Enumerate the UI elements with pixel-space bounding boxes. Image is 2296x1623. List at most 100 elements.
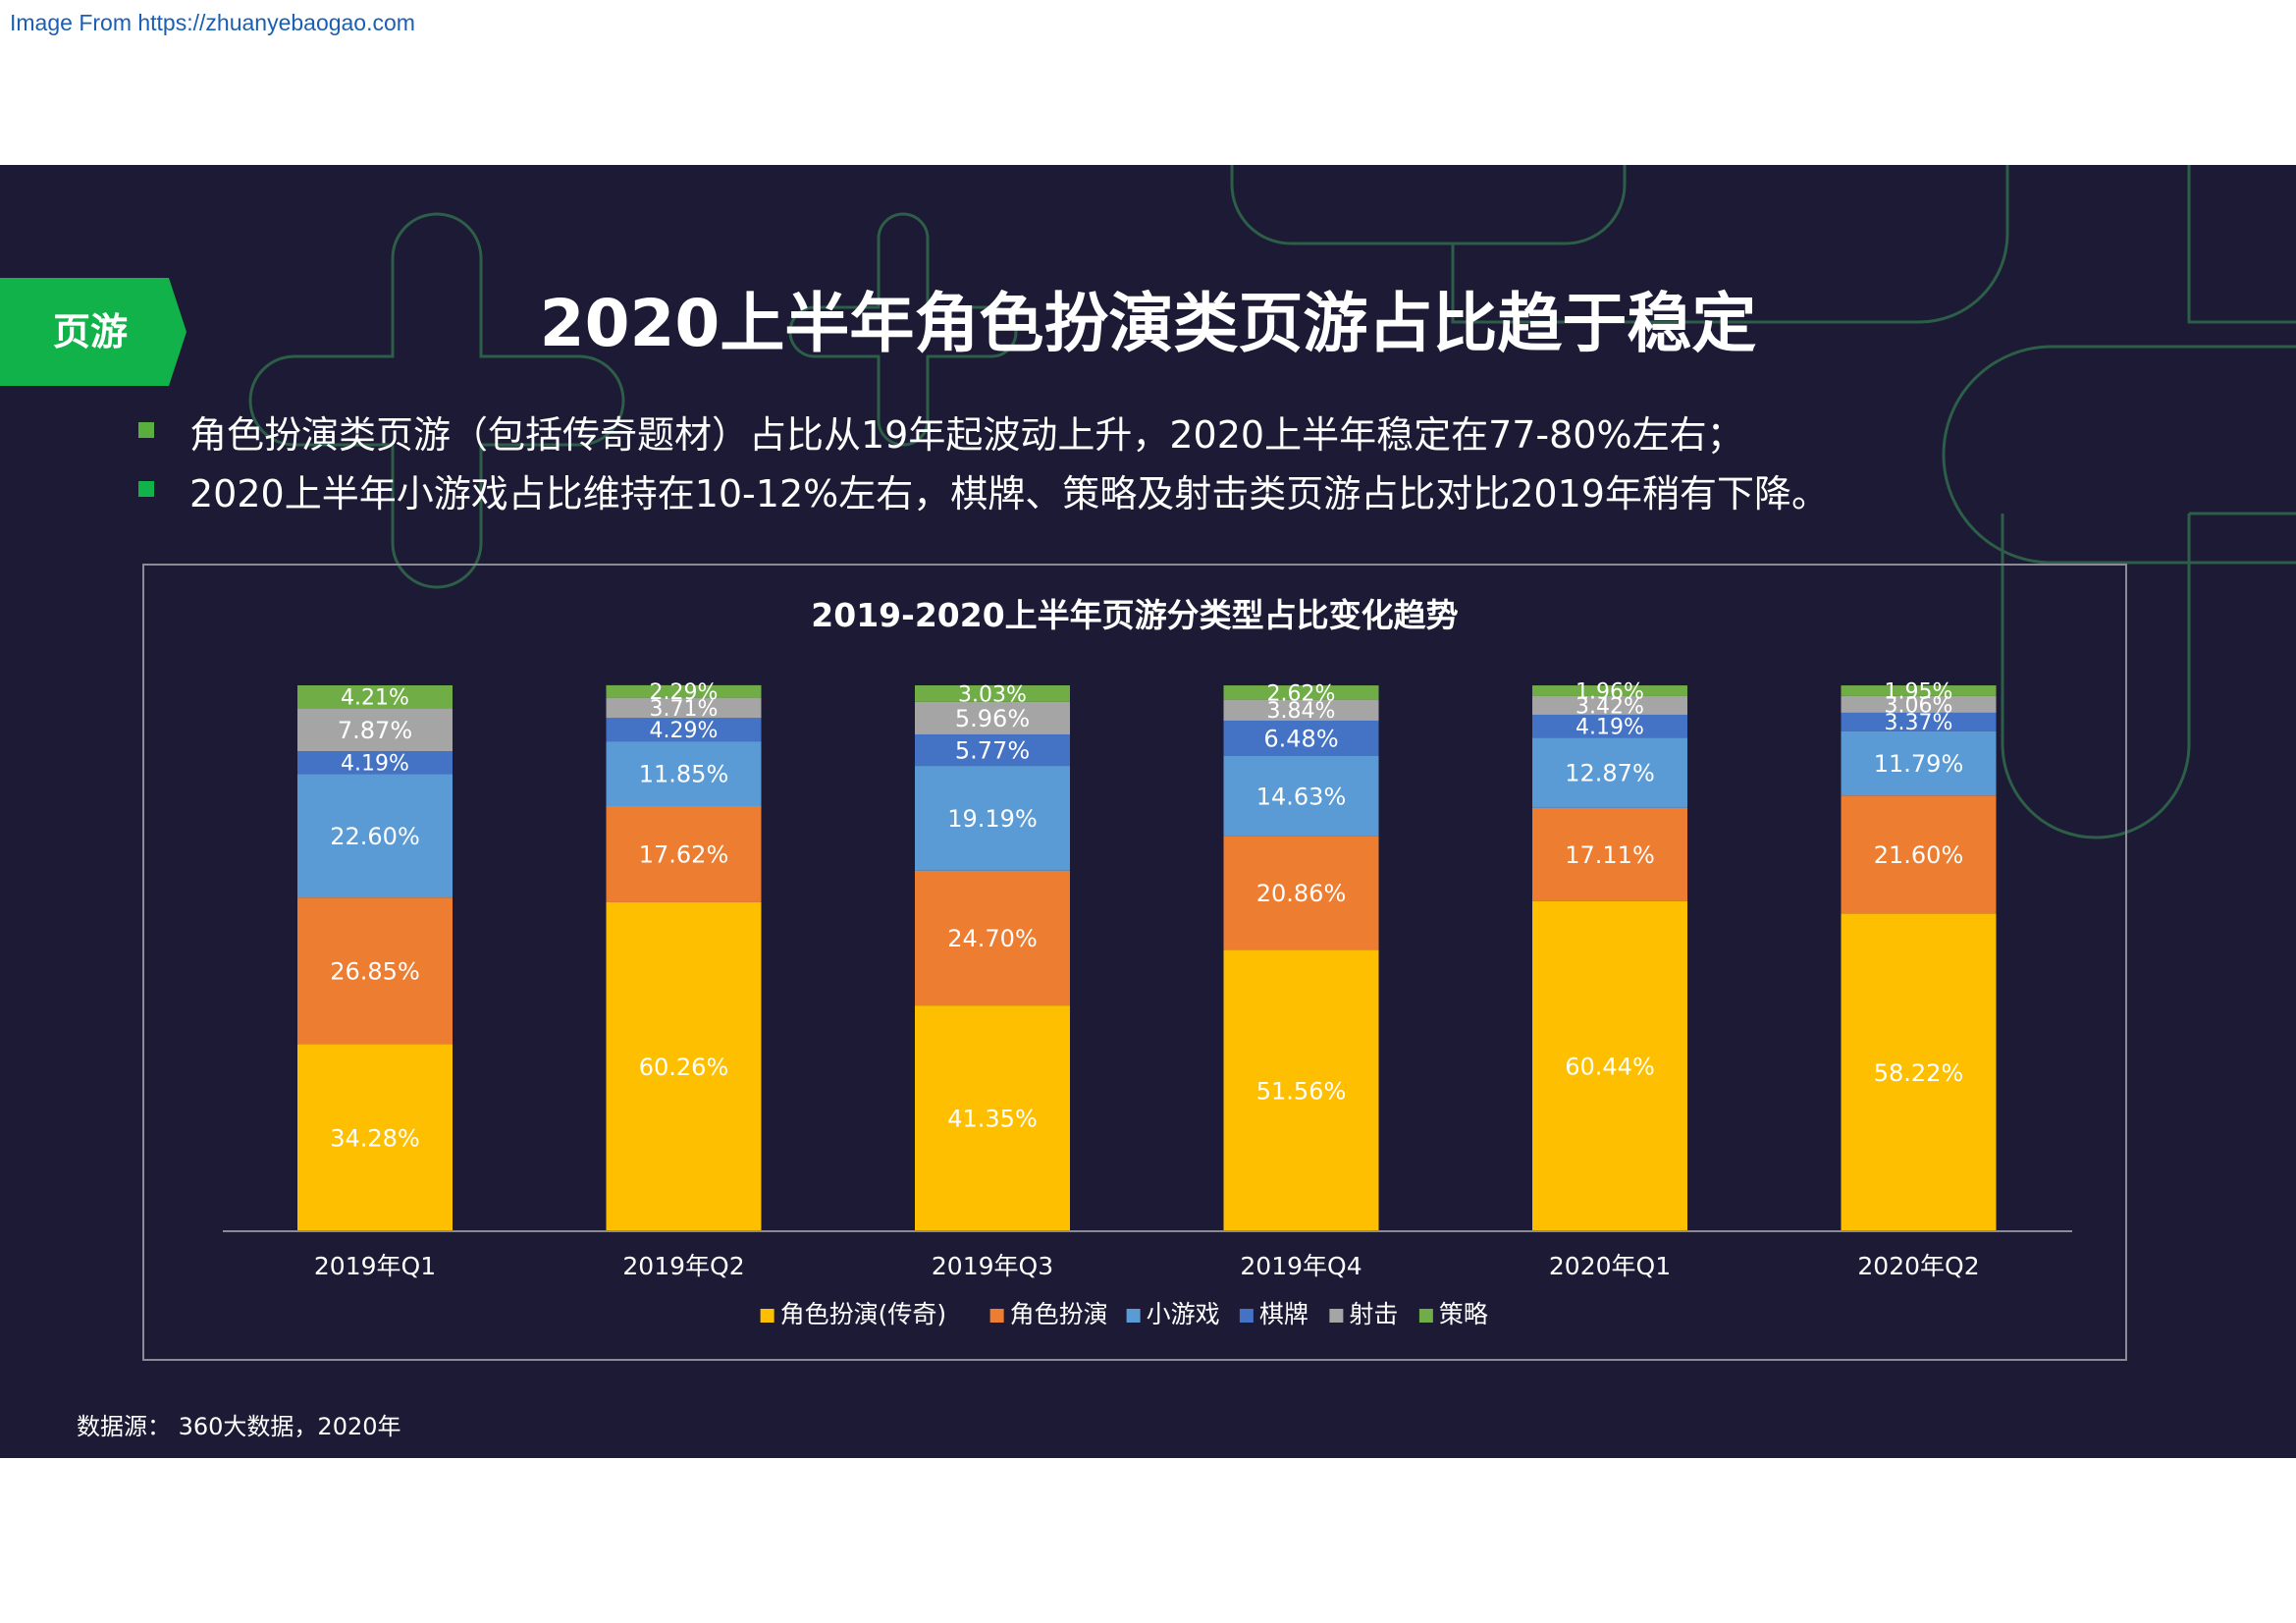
bar-segment — [1532, 695, 1687, 715]
legend-swatch — [989, 1309, 1004, 1323]
chart-panel: 2019-2020上半年页游分类型占比变化趋势 34.28% 26.85% 22.6… — [142, 564, 2127, 1361]
section-tag: 页游 — [0, 278, 187, 386]
bar-segment — [297, 708, 453, 752]
bar-segment — [1223, 836, 1379, 950]
data-label: 1.95% — [1885, 679, 1953, 704]
data-label: 58.22% — [1874, 1059, 1964, 1087]
bar-segment — [606, 901, 762, 1231]
bullet-square-icon — [138, 481, 154, 497]
data-label: 60.44% — [1565, 1054, 1655, 1081]
bar-segment — [606, 741, 762, 806]
stacked-bar-chart: 2019-2020上半年页游分类型占比变化趋势 34.28% 26.85% 22.6… — [223, 596, 2072, 1328]
bar-segment — [606, 718, 762, 742]
bar-segment — [1841, 695, 1997, 713]
legend-label: 小游戏 — [1147, 1300, 1220, 1328]
data-label: 60.26% — [639, 1054, 729, 1081]
data-label: 12.87% — [1565, 760, 1655, 787]
bar-segment — [606, 684, 762, 698]
legend-swatch — [760, 1309, 774, 1323]
bar-segment — [297, 897, 453, 1045]
data-label: 6.48% — [1263, 726, 1338, 753]
bar-segment — [1841, 913, 1997, 1231]
bar-segment — [915, 701, 1070, 734]
data-label: 3.06% — [1885, 693, 1953, 718]
data-label: 21.60% — [1874, 841, 1964, 869]
data-label: 4.21% — [341, 686, 409, 711]
legend-label: 角色扮演 — [1010, 1300, 1108, 1328]
data-label: 7.87% — [338, 717, 412, 744]
bar-segment — [606, 805, 762, 902]
bar-segment — [915, 685, 1070, 702]
data-label: 26.85% — [330, 957, 420, 985]
bar-segment — [915, 766, 1070, 871]
bar-segment — [1841, 795, 1997, 914]
bullet-text: 角色扮演类页游（包括传奇题材）占比从19年起波动上升，2020上半年稳定在77-… — [189, 413, 1744, 457]
bar-segment — [915, 870, 1070, 1006]
bar-segment — [297, 774, 453, 898]
bar-segment — [297, 685, 453, 709]
data-label: 17.62% — [639, 841, 729, 869]
data-label: 4.19% — [1575, 716, 1644, 740]
bar-segment — [1532, 685, 1687, 696]
bar-segment — [1841, 712, 1997, 731]
bar-segment — [1532, 807, 1687, 901]
data-label: 5.96% — [955, 705, 1030, 732]
x-tick-label: 2019年Q3 — [932, 1252, 1053, 1280]
x-tick-label: 2019年Q2 — [622, 1252, 744, 1280]
data-label: 17.11% — [1565, 841, 1655, 869]
data-label: 3.71% — [650, 697, 719, 722]
data-label: 3.37% — [1885, 711, 1953, 735]
data-label: 5.77% — [955, 737, 1030, 765]
legend-swatch — [1418, 1309, 1433, 1323]
x-tick-label: 2019年Q1 — [314, 1252, 436, 1280]
data-label: 51.56% — [1256, 1077, 1347, 1105]
data-label: 22.60% — [330, 823, 420, 850]
legend-swatch — [1239, 1309, 1254, 1323]
bar-segment — [1223, 949, 1379, 1231]
bar-segment — [1223, 685, 1379, 700]
legend-label: 角色扮演(传奇) — [780, 1300, 947, 1328]
source-watermark[interactable]: Image From https://zhuanyebaogao.com — [10, 10, 415, 35]
data-label: 4.19% — [341, 752, 409, 777]
bar-segment — [1841, 685, 1997, 696]
bar-segment — [1532, 714, 1687, 738]
legend-label: 策略 — [1439, 1300, 1488, 1328]
data-label: 1.96% — [1575, 679, 1644, 704]
bullet-text: 2020上半年小游戏占比维持在10-12%左右，棋牌、策略及射击类页游占比对比2… — [189, 472, 1829, 515]
slide: 页游 2020上半年角色扮演类页游占比趋于稳定 角色扮演类页游（包括传奇题材）占… — [0, 165, 2296, 1458]
bar-segment — [1223, 699, 1379, 721]
data-label: 2.29% — [650, 680, 719, 705]
data-label: 3.84% — [1267, 699, 1336, 724]
bar-segment — [1532, 737, 1687, 808]
data-label: 19.19% — [947, 805, 1038, 833]
x-tick-label: 2020年Q1 — [1549, 1252, 1671, 1280]
x-tick-label: 2020年Q2 — [1857, 1252, 1979, 1280]
data-label: 11.85% — [639, 761, 729, 788]
x-tick-label: 2019年Q4 — [1240, 1252, 1362, 1280]
bar-segment — [1841, 730, 1997, 796]
data-label: 24.70% — [947, 925, 1038, 952]
bar-segment — [297, 751, 453, 775]
data-label: 14.63% — [1256, 783, 1347, 810]
data-label: 20.86% — [1256, 880, 1347, 907]
bar-segment — [1223, 720, 1379, 757]
bar-segment — [297, 1044, 453, 1231]
data-source-note: 数据源： 360大数据，2020年 — [77, 1413, 401, 1440]
bullet-square-icon — [138, 422, 154, 438]
data-label: 2.62% — [1267, 681, 1336, 706]
legend-label: 棋牌 — [1259, 1300, 1308, 1328]
legend-label: 射击 — [1349, 1300, 1398, 1328]
data-label: 3.42% — [1575, 694, 1644, 719]
bar-segment — [915, 733, 1070, 767]
background-decoration — [248, 165, 2296, 839]
data-label: 11.79% — [1874, 750, 1964, 778]
page-title: 2020上半年角色扮演类页游占比趋于稳定 — [539, 286, 1757, 361]
bar-segment — [1223, 756, 1379, 837]
legend-swatch — [1126, 1309, 1141, 1323]
data-label: 4.29% — [650, 719, 719, 743]
data-label: 3.03% — [958, 682, 1027, 707]
bar-segment — [1532, 900, 1687, 1231]
legend-swatch — [1329, 1309, 1344, 1323]
chart-title: 2019-2020上半年页游分类型占比变化趋势 — [811, 596, 1458, 634]
data-label: 41.35% — [947, 1106, 1038, 1133]
